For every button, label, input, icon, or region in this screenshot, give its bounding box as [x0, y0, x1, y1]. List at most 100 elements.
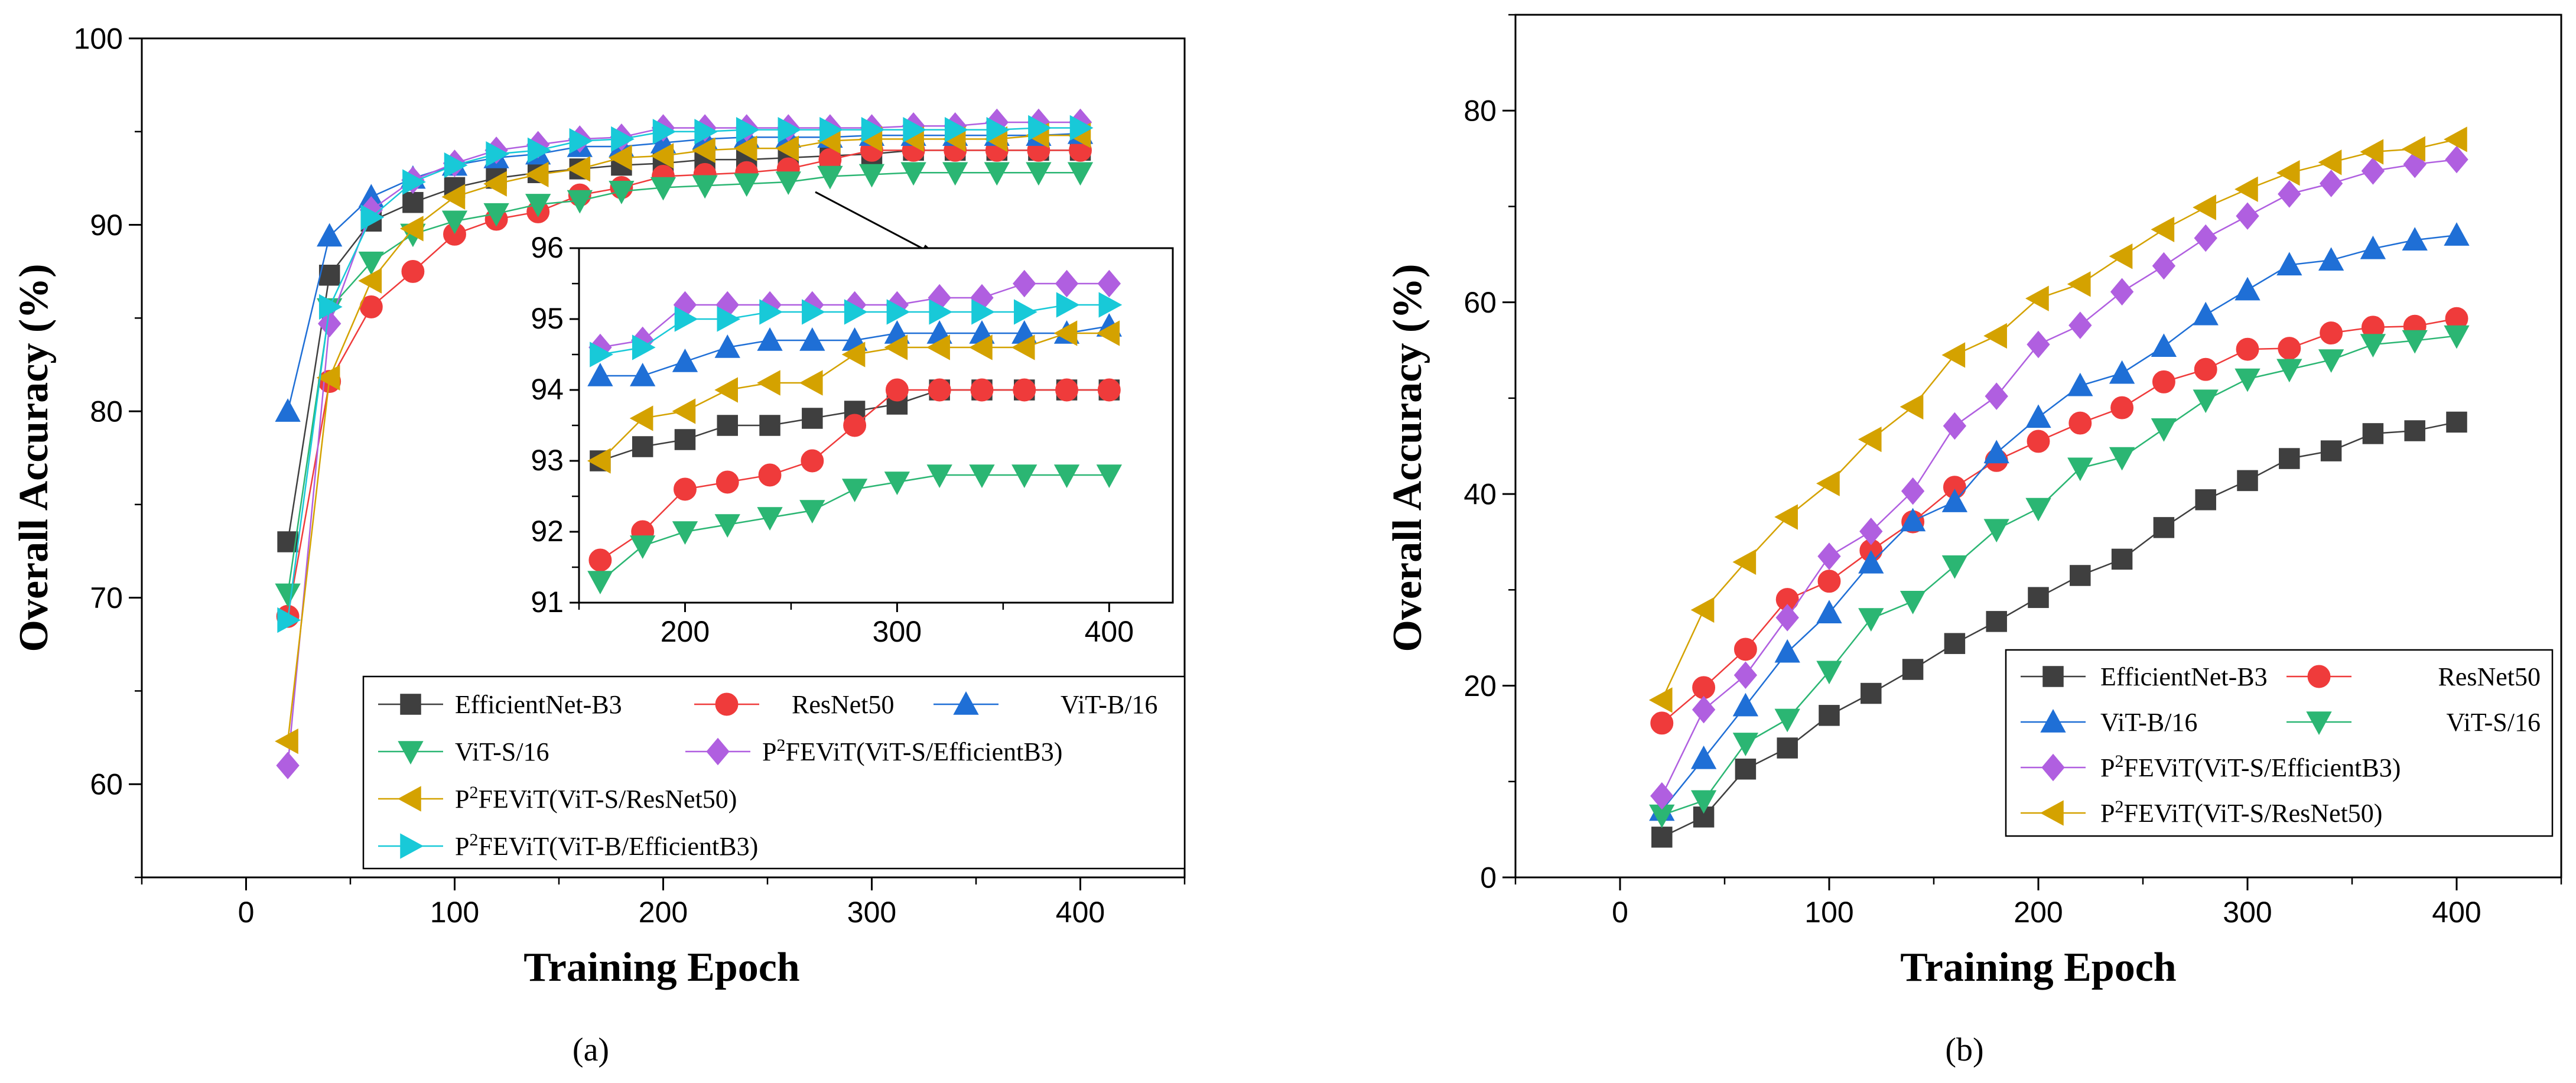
x-tick-label: 400: [1085, 615, 1134, 648]
data-point: [2195, 489, 2216, 510]
panel-a-legend-box: [362, 675, 1186, 870]
data-point: [799, 370, 823, 396]
data-point: [2194, 357, 2217, 381]
legend-entry-efficientnet-b3: EfficientNet-B3: [378, 690, 622, 719]
panel-a-x-ticks: 0 100 200 300 400: [141, 877, 1186, 929]
panel-a-inset-zoom: 200 300 400 91 92 93 94 95 96: [531, 231, 1174, 648]
y-tick-label: 20: [1463, 669, 1497, 703]
y-tick-label: 93: [531, 444, 564, 477]
data-point: [2236, 337, 2259, 361]
data-point: [1774, 708, 1800, 733]
data-point: [2068, 411, 2092, 435]
data-point: [652, 119, 676, 145]
data-point: [2109, 447, 2135, 471]
data-point: [2360, 139, 2384, 165]
data-point: [1941, 342, 1966, 368]
data-point: [1096, 464, 1122, 488]
data-point: [714, 334, 740, 358]
data-point: [1900, 393, 1924, 420]
panel-a-y-axis-title: Overall Accuracy (%): [11, 264, 57, 652]
data-point: [587, 571, 613, 594]
data-point: [2193, 389, 2219, 414]
data-point: [2278, 337, 2301, 360]
data-point: [567, 190, 593, 214]
data-point: [2070, 565, 2091, 586]
panel-a-series: [275, 108, 1094, 779]
data-point: [926, 464, 952, 488]
data-point: [717, 306, 741, 332]
data-point: [1901, 477, 1925, 505]
legend-marker: [2041, 753, 2065, 782]
legend-marker: [706, 737, 730, 766]
data-point: [1690, 745, 1717, 769]
data-point: [399, 216, 424, 242]
data-point: [1858, 549, 1884, 574]
series-resnet50: [588, 378, 1121, 572]
legend-marker: [400, 694, 421, 715]
legend-entry-resnet50: ResNet50: [694, 690, 895, 719]
data-point: [2235, 277, 2260, 301]
data-point: [525, 161, 549, 188]
data-point: [841, 342, 866, 367]
data-point: [2402, 227, 2428, 251]
data-point: [1819, 705, 1840, 726]
data-point: [318, 265, 340, 286]
data-point: [316, 365, 340, 391]
x-tick-label: 0: [238, 896, 255, 929]
data-point: [733, 135, 757, 161]
data-point: [1941, 555, 1968, 579]
data-point: [2446, 411, 2467, 433]
data-point: [884, 334, 908, 360]
legend-entry-p2fevit-vit-s-resnet50: P2FEViT(ViT-S/ResNet50): [378, 783, 737, 814]
data-point: [1861, 682, 1882, 704]
data-point: [1817, 542, 1841, 570]
data-point: [900, 162, 926, 186]
data-point: [2360, 235, 2386, 259]
data-point: [1733, 638, 1757, 661]
panel-b-accuracy-chart: 0 100 200 300 400 0 20 40 60 80 Training Epoch O…: [1385, 14, 2562, 1068]
data-point: [527, 137, 551, 163]
data-point: [1056, 292, 1080, 318]
data-point: [674, 306, 698, 332]
data-point: [1011, 464, 1037, 488]
y-tick-label: 90: [90, 209, 123, 242]
data-point: [275, 728, 298, 754]
data-point: [2235, 176, 2258, 202]
y-tick-label: 92: [531, 515, 564, 548]
y-tick-label: 60: [90, 768, 123, 801]
data-point: [2109, 360, 2135, 384]
data-point: [1055, 269, 1079, 298]
data-point: [1900, 591, 1926, 614]
data-point: [1053, 320, 1078, 346]
data-point: [1014, 299, 1037, 325]
data-point: [2360, 334, 2386, 358]
data-point: [1732, 549, 1757, 575]
data-point: [441, 184, 466, 210]
legend-entry-vit-b-16: ViT-B/16: [2021, 708, 2197, 737]
data-point: [1777, 737, 1798, 759]
legend-label: ResNet50: [2438, 662, 2541, 691]
legend-label: ResNet50: [792, 690, 895, 719]
data-point: [2110, 396, 2134, 419]
data-point: [1816, 661, 1842, 685]
y-tick-label: 80: [1463, 95, 1497, 128]
series-p2fevit-vit-b-efficientb3: [590, 292, 1123, 367]
x-tick-label: 400: [2432, 896, 2481, 929]
data-point: [2067, 457, 2093, 482]
data-point: [2028, 587, 2049, 609]
data-point: [1816, 600, 1842, 624]
data-point: [650, 177, 676, 201]
data-point: [1650, 711, 1674, 735]
y-tick-label: 94: [531, 373, 564, 406]
data-point: [650, 143, 674, 169]
data-point: [1069, 115, 1094, 141]
data-point: [1732, 733, 1759, 756]
data-point: [275, 398, 301, 422]
series-resnet50: [1650, 307, 2468, 735]
data-point: [2025, 497, 2051, 522]
data-point: [759, 415, 780, 436]
legend-label: ViT-S/16: [2446, 708, 2541, 737]
data-point: [2279, 448, 2300, 469]
data-point: [483, 203, 509, 227]
y-tick-label: 100: [74, 22, 123, 56]
